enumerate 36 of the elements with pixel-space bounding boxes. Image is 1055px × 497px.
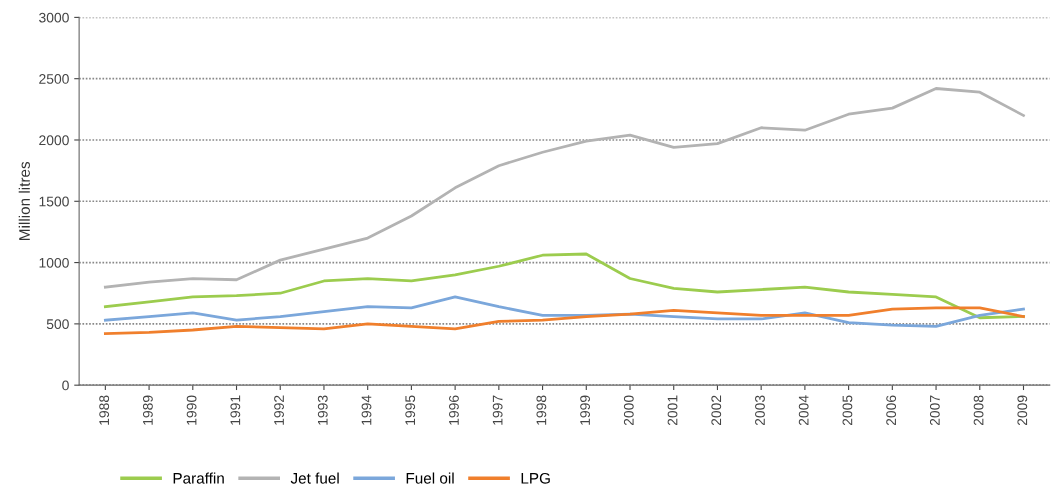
x-tick-label: 2001 (667, 395, 678, 426)
y-tick-label: 500 (46, 319, 69, 330)
y-tick-label: 1500 (39, 196, 69, 207)
x-tick-label: 2006 (886, 395, 897, 426)
x-tick-label: 1990 (186, 395, 197, 425)
x-tick-label: 1994 (361, 395, 372, 425)
x-tick-label: 2002 (711, 395, 722, 426)
x-tick-label: 1989 (142, 395, 153, 425)
line-series (103, 87, 1025, 289)
x-tick-label: 1991 (230, 395, 241, 425)
x-tick-label: 2003 (755, 395, 765, 426)
x-tick-label: 2004 (798, 395, 809, 426)
x-tick-label: 1998 (536, 395, 547, 425)
x-tick-label: 1992 (274, 395, 284, 425)
line-series (103, 306, 1025, 336)
legend-label: Paraffin (173, 472, 224, 484)
x-tick-label: 1993 (317, 395, 328, 425)
x-tick-label: 2008 (973, 395, 984, 426)
y-tick-label: 2000 (39, 135, 69, 146)
y-tick-label: 1000 (39, 257, 69, 268)
x-tick-label: 2009 (1017, 395, 1028, 426)
x-tick-label: 1996 (449, 395, 459, 425)
legend-label: Fuel oil (406, 472, 454, 484)
x-tick-label: 1995 (405, 395, 416, 425)
x-tick-label: 2005 (842, 395, 853, 426)
y-tick-label: 2500 (39, 74, 69, 84)
y-axis-title: Million litres (18, 161, 30, 240)
x-tick-label: 1988 (99, 395, 110, 425)
x-tick-label: 2007 (929, 395, 940, 426)
y-tick-label: 0 (62, 380, 69, 391)
legend-label: Jet fuel (290, 472, 339, 484)
x-tick-label: 1997 (492, 395, 503, 425)
legend-label: LPG (521, 472, 550, 484)
y-tick-label: 3000 (39, 12, 69, 23)
x-tick-label: 1999 (580, 395, 591, 425)
x-tick-label: 2000 (623, 395, 634, 426)
